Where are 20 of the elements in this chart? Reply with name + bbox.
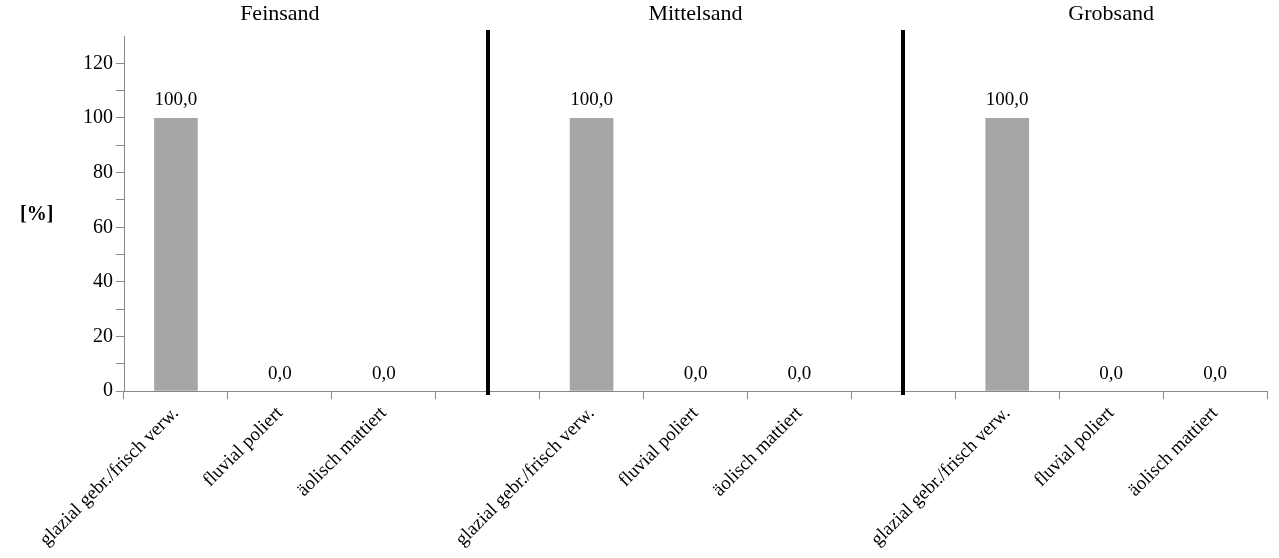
y-tick-label: 100: [83, 105, 113, 128]
data-label: 0,0: [1203, 361, 1227, 383]
y-tick-label: 60: [93, 214, 113, 237]
text: Mittelsand: [648, 0, 743, 26]
data-label: 0,0: [787, 361, 812, 383]
y-tick-label: 80: [93, 159, 113, 182]
text: Feinsand: [240, 0, 320, 26]
y-tick-label: 40: [93, 269, 113, 292]
data-label: 0,0: [267, 361, 292, 383]
y-tick-label: 0: [103, 378, 113, 401]
data-label: 0,0: [371, 361, 396, 383]
data-label: 100,0: [570, 88, 613, 110]
data-label: 0,0: [1099, 361, 1124, 383]
y-axis-title: [%]: [20, 201, 54, 225]
data-label: 100,0: [154, 88, 198, 110]
data-label: 100,0: [985, 88, 1029, 110]
y-tick-label: 120: [83, 50, 113, 73]
y-tick-label: 20: [93, 323, 113, 346]
data-label: 0,0: [683, 361, 708, 383]
text: Grobsand: [1068, 0, 1154, 26]
